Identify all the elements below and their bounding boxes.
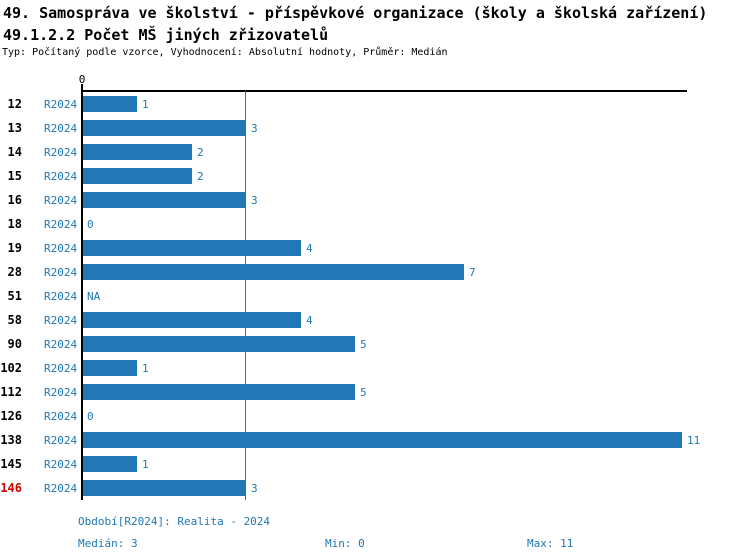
row-series-label: R2024 [44, 386, 78, 399]
chart-row: 28 R2024 7 [0, 260, 750, 284]
chart-row: 102 R2024 1 [0, 356, 750, 380]
chart-row: 126 R2024 0 [0, 404, 750, 428]
row-category-label: 58 [7, 313, 22, 327]
bar [83, 96, 137, 112]
bar-value-label: 5 [360, 386, 367, 399]
bar-value-label: 1 [142, 362, 149, 375]
bar-value-label: 5 [360, 338, 367, 351]
chart-row: 18 R2024 0 [0, 212, 750, 236]
bar-value-label: 4 [306, 314, 313, 327]
chart-row: 15 R2024 2 [0, 164, 750, 188]
bar-value-label: 11 [687, 434, 701, 447]
row-series-label: R2024 [44, 458, 78, 471]
axis-left-line [81, 84, 83, 500]
row-series-label: R2024 [44, 482, 78, 495]
bar [83, 480, 246, 496]
chart-row: 58 R2024 4 [0, 308, 750, 332]
row-series-label: R2024 [44, 146, 78, 159]
bar-value-label: 3 [251, 194, 258, 207]
row-series-label: R2024 [44, 338, 78, 351]
chart-row: 112 R2024 5 [0, 380, 750, 404]
bar-value-label: 0 [87, 218, 94, 231]
stat-median: Medián: 3 [78, 537, 138, 550]
row-series-label: R2024 [44, 362, 78, 375]
row-category-label: 146 [0, 481, 22, 495]
row-series-label: R2024 [44, 122, 78, 135]
row-category-label: 51 [7, 289, 22, 303]
bar [83, 312, 301, 328]
bar [83, 120, 246, 136]
chart-row: 146 R2024 3 [0, 476, 750, 500]
row-category-label: 126 [0, 409, 22, 423]
bar-value-label: 1 [142, 98, 149, 111]
bar [83, 240, 301, 256]
bar-value-label: 3 [251, 122, 258, 135]
chart-row: 51 R2024 NA [0, 284, 750, 308]
row-series-label: R2024 [44, 170, 78, 183]
bar [83, 456, 137, 472]
row-category-label: 28 [7, 265, 22, 279]
row-category-label: 112 [0, 385, 22, 399]
row-category-label: 145 [0, 457, 22, 471]
bar-value-label: NA [87, 290, 101, 303]
row-category-label: 102 [0, 361, 22, 375]
bar-value-label: 4 [306, 242, 313, 255]
row-category-label: 14 [7, 145, 22, 159]
chart-row: 19 R2024 4 [0, 236, 750, 260]
chart-meta: Typ: Počítaný podle vzorce, Vyhodnocení:… [2, 47, 448, 58]
chart-row: 138 R2024 11 [0, 428, 750, 452]
chart-row: 90 R2024 5 [0, 332, 750, 356]
row-category-label: 138 [0, 433, 22, 447]
bar [83, 384, 355, 400]
bar [83, 168, 192, 184]
row-category-label: 13 [7, 121, 22, 135]
bar [83, 144, 192, 160]
row-series-label: R2024 [44, 314, 78, 327]
row-series-label: R2024 [44, 242, 78, 255]
row-series-label: R2024 [44, 266, 78, 279]
row-series-label: R2024 [44, 218, 78, 231]
row-category-label: 12 [7, 97, 22, 111]
bar [83, 264, 464, 280]
row-category-label: 16 [7, 193, 22, 207]
chart-subtitle: 49.1.2.2 Počet MŠ jiných zřizovatelů [3, 26, 329, 44]
chart-row: 14 R2024 2 [0, 140, 750, 164]
bar [83, 432, 682, 448]
bar-value-label: 1 [142, 458, 149, 471]
bar-value-label: 3 [251, 482, 258, 495]
row-category-label: 15 [7, 169, 22, 183]
bar [83, 336, 355, 352]
chart-row: 12 R2024 1 [0, 92, 750, 116]
chart-row: 13 R2024 3 [0, 116, 750, 140]
row-series-label: R2024 [44, 410, 78, 423]
row-series-label: R2024 [44, 290, 78, 303]
bar [83, 192, 246, 208]
bar-value-label: 0 [87, 410, 94, 423]
median-reference-line [245, 91, 246, 500]
bar-value-label: 2 [197, 146, 204, 159]
axis-top-line [82, 90, 687, 92]
row-category-label: 19 [7, 241, 22, 255]
row-category-label: 90 [7, 337, 22, 351]
row-category-label: 18 [7, 217, 22, 231]
chart-title: 49. Samospráva ve školství - příspěvkové… [3, 4, 708, 22]
row-series-label: R2024 [44, 194, 78, 207]
row-series-label: R2024 [44, 434, 78, 447]
chart-row: 145 R2024 1 [0, 452, 750, 476]
chart-row: 16 R2024 3 [0, 188, 750, 212]
legend-period: Období[R2024]: Realita - 2024 [78, 515, 271, 528]
bar-value-label: 7 [469, 266, 476, 279]
axis-zero-tick-label: 0 [78, 73, 86, 86]
bar-value-label: 2 [197, 170, 204, 183]
row-series-label: R2024 [44, 98, 78, 111]
bar [83, 360, 137, 376]
stat-min: Min: 0 [325, 537, 365, 550]
stat-max: Max: 11 [527, 537, 574, 550]
